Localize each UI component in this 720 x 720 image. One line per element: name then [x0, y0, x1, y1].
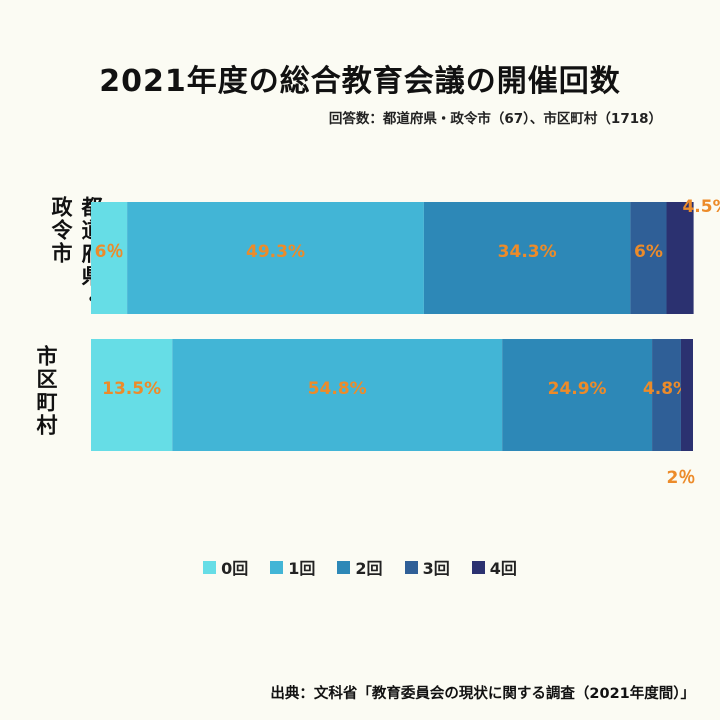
data-label-0-3: 6%: [634, 242, 663, 262]
data-label-1-3: 4.8%: [643, 379, 690, 399]
bar-segment-0-3: [630, 202, 667, 314]
legend-item-0: 0回: [203, 555, 248, 579]
legend-item-4: 4回: [471, 555, 517, 579]
data-label-1-1: 54.8%: [308, 379, 367, 399]
legend-label-1: 1回: [288, 559, 316, 578]
bar-segment-1-2: [502, 339, 653, 451]
data-label-0-0: 6％: [95, 242, 124, 262]
legend-swatch-2: [337, 560, 351, 574]
data-label-0-1: 49.3%: [246, 242, 305, 262]
legend-item-2: 2回: [337, 555, 383, 579]
legend-swatch-4: [471, 560, 485, 574]
legend-label-3: 3回: [422, 559, 450, 578]
legend-swatch-1: [270, 560, 284, 574]
legend-swatch-0: [203, 560, 217, 574]
category-label-municipality: 市区町村: [34, 345, 58, 437]
legend-swatch-3: [404, 560, 418, 574]
data-label-0-2: 34.3%: [498, 242, 557, 262]
bar-segment-1-1: [172, 339, 503, 451]
data-label-1-0: 13.5%: [102, 379, 161, 399]
data-label-1-4: 2％: [667, 468, 696, 488]
bar-segment-1-0: [91, 339, 173, 451]
bar-segment-0-0: [91, 202, 128, 314]
bar-segment-0-1: [127, 202, 424, 314]
legend-label-0: 0回: [221, 559, 249, 578]
bar-segment-1-4: [680, 339, 693, 451]
legend-item-3: 3回: [404, 555, 450, 579]
legend-item-1: 1回: [270, 555, 315, 579]
chart-title: 2021年度の総合教育会議の開催回数: [99, 64, 621, 99]
legend-label-4: 4回: [489, 559, 517, 578]
legend: 0回 1回 2回 3回 4回: [0, 555, 720, 579]
bar-segment-1-3: [652, 339, 681, 451]
data-label-0-4: 4.5%: [682, 197, 720, 217]
data-label-1-2: 24.9%: [548, 379, 607, 399]
source-note: 出典：文科省「教育委員会の現状に関する調査（2021年度間）」: [270, 686, 695, 702]
bar-segment-0-4: [666, 202, 694, 314]
legend-label-2: 2回: [355, 559, 383, 578]
bar-segment-0-2: [423, 202, 631, 314]
chart-subtitle: 回答数：都道府県・政令市（67）、市区町村（1718）: [328, 111, 662, 127]
